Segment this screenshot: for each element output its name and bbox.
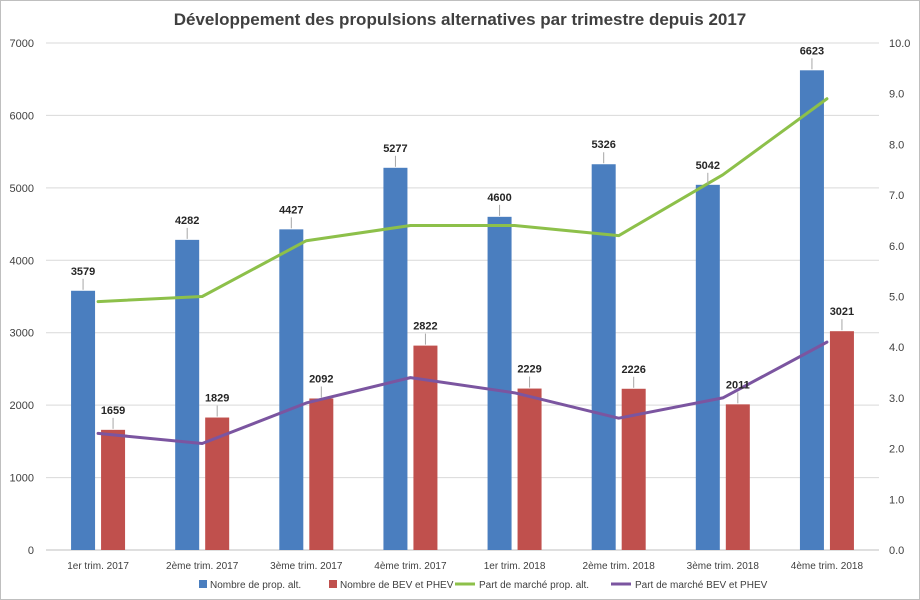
right-tick-label: 3.0 [889, 393, 904, 405]
legend-swatch [329, 580, 337, 588]
category-label: 1er trim. 2018 [484, 561, 546, 572]
left-tick-label: 3000 [10, 328, 34, 340]
category-label: 1er trim. 2017 [67, 561, 129, 572]
bar [175, 239, 200, 551]
data-label: 5042 [696, 160, 720, 172]
category-axis: 1er trim. 2017 2ème trim. 2017 3ème trim. … [67, 561, 863, 572]
legend-label: Part de marché BEV et PHEV [635, 580, 768, 591]
bar [591, 164, 616, 550]
right-tick-label: 2.0 [889, 444, 904, 456]
data-label: 2822 [413, 321, 437, 333]
right-axis: 0.0 1.0 2.0 3.0 4.0 5.0 6.0 7.0 8.0 9.0 10.0 [889, 38, 910, 557]
bar [829, 331, 854, 550]
right-tick-label: 7.0 [889, 190, 904, 202]
data-label: 1659 [101, 405, 125, 417]
data-label: 4600 [487, 192, 511, 204]
series-line [96, 97, 829, 304]
category-label: 2ème trim. 2018 [583, 561, 656, 572]
left-axis: 0 1000 2000 3000 4000 5000 6000 7000 [10, 38, 34, 557]
left-tick-label: 2000 [10, 400, 34, 412]
right-tick-label: 8.0 [889, 139, 904, 151]
line-series [96, 97, 829, 446]
legend-label: Part de marché prop. alt. [479, 580, 589, 591]
category-label: 2ème trim. 2017 [166, 561, 239, 572]
data-label: 4427 [279, 204, 303, 216]
data-label: 2092 [309, 373, 333, 385]
data-labels: 3579 4282 4427 5277 4600 5326 5042 6623 1659 1829… [71, 45, 854, 429]
left-tick-label: 5000 [10, 183, 34, 195]
data-label: 6623 [800, 45, 824, 57]
data-label: 5326 [591, 139, 615, 151]
left-tick-label: 6000 [10, 110, 34, 122]
bar [413, 345, 438, 550]
data-label: 2226 [621, 364, 645, 376]
bar [101, 429, 126, 550]
right-tick-label: 1.0 [889, 494, 904, 506]
data-label: 2011 [726, 379, 750, 391]
bar [725, 404, 750, 550]
category-label: 3ème trim. 2017 [270, 561, 343, 572]
left-tick-label: 4000 [10, 255, 34, 267]
gridlines [46, 42, 879, 551]
data-label: 3579 [71, 266, 95, 278]
data-label: 4282 [175, 215, 199, 227]
chart-title: Développement des propulsions alternativ… [174, 10, 747, 29]
data-label: 1829 [205, 393, 229, 405]
right-tick-label: 10.0 [889, 38, 910, 50]
legend-swatch [199, 580, 207, 588]
bar [487, 216, 512, 551]
right-tick-label: 9.0 [889, 89, 904, 101]
legend-label: Nombre de prop. alt. [210, 580, 301, 591]
data-label: 3021 [830, 306, 854, 318]
bar [309, 398, 334, 550]
right-tick-label: 4.0 [889, 342, 904, 354]
data-label: 5277 [383, 143, 407, 155]
right-tick-label: 5.0 [889, 292, 904, 304]
right-tick-label: 0.0 [889, 545, 904, 557]
category-label: 3ème trim. 2018 [687, 561, 760, 572]
left-tick-label: 1000 [10, 473, 34, 485]
legend-label: Nombre de BEV et PHEV [340, 580, 454, 591]
left-tick-label: 0 [28, 545, 34, 557]
bar [383, 167, 408, 550]
bar [517, 388, 542, 550]
category-label: 4ème trim. 2018 [791, 561, 864, 572]
right-tick-label: 6.0 [889, 241, 904, 253]
bar [799, 70, 824, 550]
bar [695, 184, 720, 551]
bar [71, 290, 96, 550]
series-line [96, 340, 829, 446]
bar-series [71, 70, 854, 551]
category-label: 4ème trim. 2017 [374, 561, 447, 572]
data-label: 2229 [517, 364, 541, 376]
bar [279, 229, 304, 551]
left-tick-label: 7000 [10, 38, 34, 50]
legend: Nombre de prop. alt. Nombre de BEV et PHE… [199, 580, 768, 591]
